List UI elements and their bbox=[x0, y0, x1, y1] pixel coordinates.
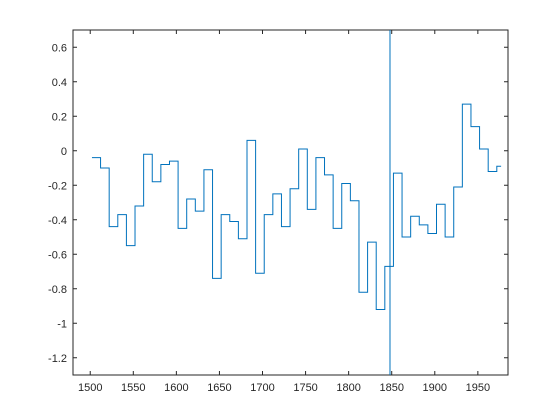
y-tick-label: 0 bbox=[61, 146, 67, 158]
x-tick-label: 1750 bbox=[293, 382, 317, 394]
x-tick-label: 1650 bbox=[207, 382, 231, 394]
data-layer bbox=[91, 30, 502, 375]
y-tick-label: 0.6 bbox=[52, 42, 67, 54]
y-tick-label: -0.8 bbox=[48, 284, 67, 296]
x-tick-label: 1700 bbox=[250, 382, 274, 394]
y-tick-label: 0.2 bbox=[52, 111, 67, 123]
x-tick-label: 1900 bbox=[423, 382, 447, 394]
axis-ticks: 1500 1550 1600 1650 1700 1750 1800 1850 1900 1950… bbox=[48, 30, 508, 394]
y-tick-label: -0.2 bbox=[48, 180, 67, 192]
x-tick-label: 1800 bbox=[336, 382, 360, 394]
x-tick-label: 1500 bbox=[78, 382, 102, 394]
y-tick-label: -1 bbox=[57, 318, 67, 330]
x-tick-label: 1850 bbox=[379, 382, 403, 394]
y-tick-label: 0.4 bbox=[52, 77, 67, 89]
x-tick-label: 1600 bbox=[164, 382, 188, 394]
x-tick-label: 1550 bbox=[121, 382, 145, 394]
y-tick-label: -0.6 bbox=[48, 249, 67, 261]
y-tick-label: -0.4 bbox=[48, 215, 67, 227]
x-tick-label: 1950 bbox=[466, 382, 490, 394]
series-line bbox=[91, 103, 502, 310]
y-tick-label: -1.2 bbox=[48, 353, 67, 365]
